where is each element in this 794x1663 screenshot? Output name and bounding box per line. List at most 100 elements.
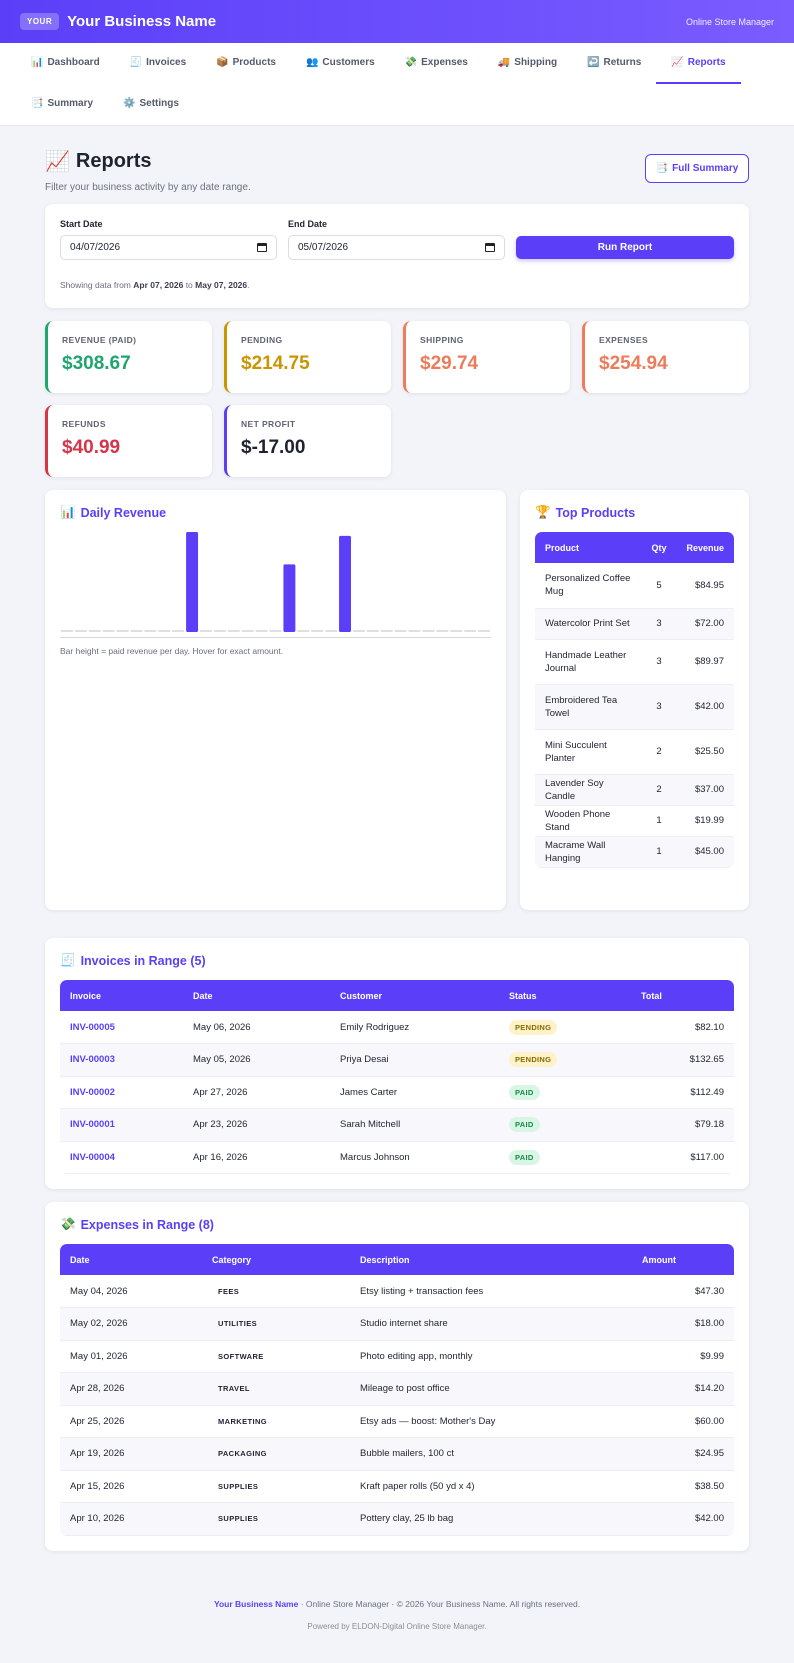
revenue-bar[interactable] <box>422 630 435 632</box>
revenue-bar[interactable] <box>241 630 254 632</box>
table-row[interactable]: Wooden Phone Stand 1 $19.99 <box>535 805 734 837</box>
col-total[interactable]: Total <box>641 990 662 1001</box>
nav-item-reports[interactable]: 📈 Reports <box>656 43 741 84</box>
revenue-bar[interactable] <box>283 564 296 632</box>
table-row[interactable]: Apr 19, 2026 PACKAGING Bubble mailers, 100… <box>60 1437 734 1471</box>
col-category[interactable]: Category <box>212 1254 252 1265</box>
page-title-text: Reports <box>75 150 152 172</box>
expense-amount: $47.30 <box>632 1275 734 1308</box>
nav-item-customers[interactable]: 👥 Customers <box>291 43 390 84</box>
end-date-input[interactable]: 05/07/2026 <box>288 235 505 260</box>
table-row[interactable]: Mini Succulent Planter 2 $25.50 <box>535 729 734 775</box>
col-amount[interactable]: Amount <box>642 1254 676 1265</box>
table-row[interactable]: Macrame Wall Hanging 1 $45.00 <box>535 836 734 868</box>
col-qty[interactable]: Qty <box>651 542 667 553</box>
start-date-value: 04/07/2026 <box>70 242 121 253</box>
nav-item-expenses[interactable]: 💸 Expenses <box>390 43 483 84</box>
invoice-link[interactable]: INV-00005 <box>70 1021 115 1033</box>
revenue-bar[interactable] <box>408 630 421 632</box>
nav-item-summary[interactable]: 📑 Summary <box>16 84 108 125</box>
revenue-bar[interactable] <box>227 630 240 632</box>
revenue-bar[interactable] <box>352 630 365 632</box>
table-row[interactable]: Watercolor Print Set 3 $72.00 <box>535 608 734 640</box>
revenue-bar[interactable] <box>269 630 282 632</box>
col-revenue[interactable]: Revenue <box>686 542 724 553</box>
returns-icon: ↩️ <box>587 57 600 68</box>
table-row[interactable]: Handmade Leather Journal 3 $89.97 <box>535 639 734 685</box>
revenue-bar[interactable] <box>325 630 338 632</box>
table-row[interactable]: INV-00002 Apr 27, 2026 James Carter PAID $11… <box>60 1076 734 1109</box>
nav-item-settings[interactable]: ⚙️ Settings <box>108 84 194 125</box>
revenue-bar[interactable] <box>74 630 87 632</box>
calendar-icon[interactable] <box>485 243 495 252</box>
table-row[interactable]: May 01, 2026 SOFTWARE Photo editing app, m… <box>60 1340 734 1373</box>
table-row[interactable]: INV-00005 May 06, 2026 Emily Rodriguez PEND… <box>60 1011 734 1044</box>
col-customer[interactable]: Customer <box>340 990 383 1001</box>
nav-item-shipping[interactable]: 🚚 Shipping <box>483 43 572 84</box>
table-row[interactable]: Lavender Soy Candle 2 $37.00 <box>535 774 734 806</box>
revenue-bar[interactable] <box>186 532 199 632</box>
status-badge: PAID <box>509 1117 540 1133</box>
revenue-bar[interactable] <box>297 630 310 632</box>
table-row[interactable]: Apr 25, 2026 MARKETING Etsy ads — boost: M… <box>60 1405 734 1438</box>
revenue-bar[interactable] <box>213 630 226 632</box>
table-row[interactable]: INV-00003 May 05, 2026 Priya Desai PENDING $… <box>60 1043 734 1077</box>
invoice-link[interactable]: INV-00002 <box>70 1086 115 1098</box>
revenue-bar[interactable] <box>144 630 157 632</box>
category-badge: SUPPLIES <box>218 1481 259 1491</box>
revenue-bar[interactable] <box>130 630 143 632</box>
col-status[interactable]: Status <box>509 990 537 1001</box>
table-row[interactable]: May 02, 2026 UTILITIES Studio internet sha… <box>60 1307 734 1341</box>
nav-item-invoices[interactable]: 🧾 Invoices <box>115 43 201 84</box>
table-row[interactable]: Embroidered Tea Towel 3 $42.00 <box>535 684 734 730</box>
product-qty: 1 <box>641 836 677 868</box>
col-date[interactable]: Date <box>193 990 213 1001</box>
revenue-bar[interactable] <box>255 630 268 632</box>
invoice-link[interactable]: INV-00003 <box>70 1054 115 1066</box>
chart-note: Bar height = paid revenue per day. Hover… <box>60 646 284 656</box>
col-description[interactable]: Description <box>360 1254 410 1265</box>
nav-item-dashboard[interactable]: 📊 Dashboard <box>16 43 115 84</box>
stat-label: NET PROFIT <box>241 419 296 429</box>
revenue-bar[interactable] <box>366 630 379 632</box>
invoice-link[interactable]: INV-00004 <box>70 1151 115 1163</box>
col-invoice[interactable]: Invoice <box>70 990 102 1001</box>
full-summary-button[interactable]: 📑 Full Summary <box>645 154 749 183</box>
product-name: Wooden Phone Stand <box>535 805 642 837</box>
brand[interactable]: YOUR Your Business Name <box>20 13 216 30</box>
revenue-bar[interactable] <box>450 630 463 632</box>
category-cell: MARKETING <box>202 1405 350 1438</box>
table-row[interactable]: May 04, 2026 FEES Etsy listing + transacti… <box>60 1275 734 1308</box>
revenue-bar[interactable] <box>88 630 101 632</box>
page-header: 📈 Reports Filter your business activity … <box>45 126 749 204</box>
revenue-bar[interactable] <box>339 535 351 632</box>
revenue-bar[interactable] <box>478 630 491 632</box>
revenue-bar[interactable] <box>436 630 449 632</box>
product-revenue: $45.00 <box>676 836 734 868</box>
revenue-bar[interactable] <box>102 630 115 632</box>
revenue-bar[interactable] <box>200 630 212 632</box>
revenue-bar[interactable] <box>116 630 129 632</box>
revenue-bar[interactable] <box>380 630 393 632</box>
revenue-bar[interactable] <box>60 630 73 632</box>
revenue-bar[interactable] <box>311 630 324 632</box>
col-date[interactable]: Date <box>70 1254 90 1265</box>
revenue-bar[interactable] <box>394 630 407 632</box>
footer-brand[interactable]: Your Business Name <box>213 1598 299 1609</box>
table-row[interactable]: Apr 28, 2026 TRAVEL Mileage to post office… <box>60 1372 734 1406</box>
revenue-bar[interactable] <box>172 630 185 632</box>
start-date-input[interactable]: 04/07/2026 <box>60 235 277 260</box>
nav-item-products[interactable]: 📦 Products <box>201 43 291 84</box>
run-report-button[interactable]: Run Report <box>516 236 734 259</box>
table-row[interactable]: Personalized Coffee Mug 5 $84.95 <box>535 563 734 609</box>
table-row[interactable]: Apr 10, 2026 SUPPLIES Pottery clay, 25 lb … <box>60 1502 734 1536</box>
col-product[interactable]: Product <box>545 542 580 553</box>
table-row[interactable]: INV-00004 Apr 16, 2026 Marcus Johnson PAID $… <box>60 1141 734 1174</box>
calendar-icon[interactable] <box>257 243 267 252</box>
revenue-bar[interactable] <box>158 630 171 632</box>
table-row[interactable]: Apr 15, 2026 SUPPLIES Kraft paper rolls (5… <box>60 1470 734 1503</box>
nav-item-returns[interactable]: ↩️ Returns <box>572 43 656 84</box>
revenue-bar[interactable] <box>464 630 477 632</box>
invoice-link[interactable]: INV-00001 <box>70 1119 115 1131</box>
table-row[interactable]: INV-00001 Apr 23, 2026 Sarah Mitchell PAID $… <box>60 1108 734 1142</box>
